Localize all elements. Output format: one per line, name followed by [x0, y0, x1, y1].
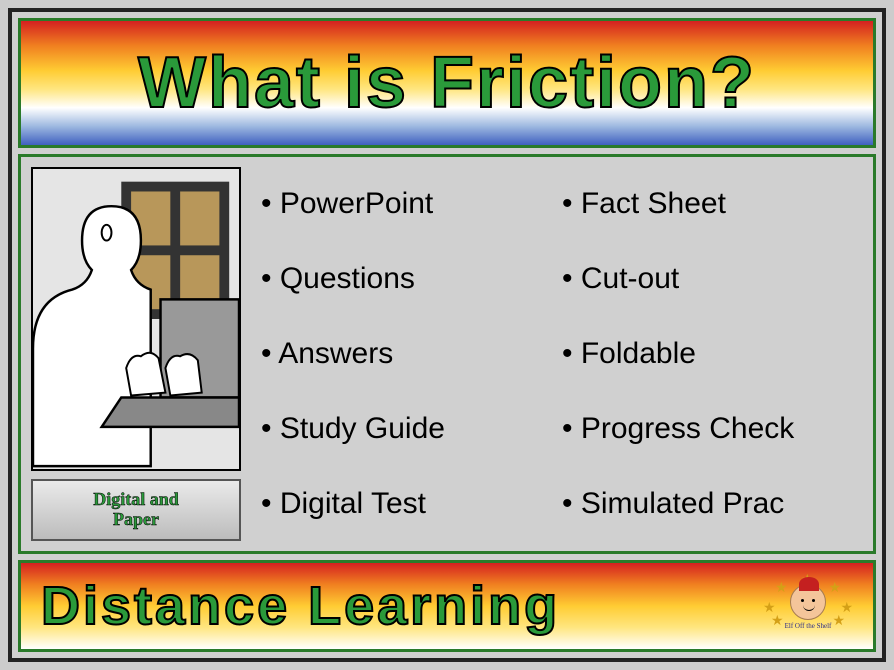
elf-logo: ★ ★ ★ ★ ★ ★ ★ Elf Off the Shelf	[763, 571, 853, 641]
list-item: • Cut-out	[562, 262, 863, 296]
person-laptop-icon	[31, 167, 241, 471]
list-item: • Foldable	[562, 337, 863, 371]
list-item: • Study Guide	[261, 412, 562, 446]
list-item: • Answers	[261, 337, 562, 371]
list-item: • Questions	[261, 262, 562, 296]
main-title: What is Friction?	[138, 42, 756, 124]
main-container: What is Friction? Di	[8, 8, 886, 662]
list-item: • Digital Test	[261, 487, 562, 521]
badge-text: Digital andPaper	[93, 490, 179, 530]
middle-section: Digital andPaper • PowerPoint • Question…	[18, 154, 876, 554]
right-list: • Fact Sheet • Cut-out • Foldable • Prog…	[562, 167, 863, 541]
digital-paper-badge: Digital andPaper	[31, 479, 241, 541]
top-banner: What is Friction?	[18, 18, 876, 148]
list-item: • PowerPoint	[261, 187, 562, 221]
list-item: • Progress Check	[562, 412, 863, 446]
bottom-title: Distance Learning	[41, 575, 560, 637]
elf-face-icon	[790, 584, 826, 620]
left-column: Digital andPaper	[31, 167, 241, 541]
bottom-banner: Distance Learning ★ ★ ★ ★ ★ ★ ★ Elf Off …	[18, 560, 876, 652]
list-item: • Fact Sheet	[562, 187, 863, 221]
left-list: • PowerPoint • Questions • Answers • Stu…	[261, 167, 562, 541]
feature-lists: • PowerPoint • Questions • Answers • Stu…	[241, 167, 863, 541]
list-item: • Simulated Prac	[562, 487, 863, 521]
